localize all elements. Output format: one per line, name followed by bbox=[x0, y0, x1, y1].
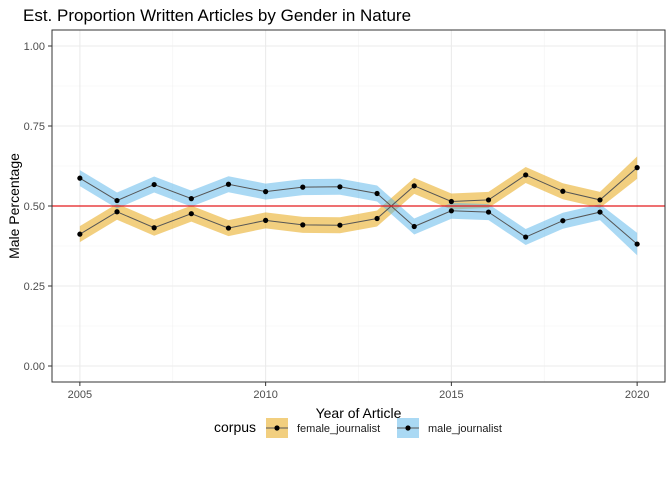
point-female_journalist bbox=[114, 209, 120, 215]
point-female_journalist bbox=[77, 231, 83, 237]
chart-title: Est. Proportion Written Articles by Gend… bbox=[23, 6, 411, 25]
point-female_journalist bbox=[337, 222, 343, 228]
point-female_journalist bbox=[485, 197, 492, 203]
point-female_journalist bbox=[523, 172, 529, 178]
legend-label-female_journalist: female_journalist bbox=[297, 423, 380, 435]
x-tick-label: 2020 bbox=[625, 389, 649, 401]
point-male_journalist bbox=[114, 197, 120, 204]
point-male_journalist bbox=[225, 181, 232, 187]
point-female_journalist bbox=[225, 225, 232, 231]
point-male_journalist bbox=[263, 189, 269, 195]
point-male_journalist bbox=[411, 223, 417, 230]
point-female_journalist bbox=[188, 211, 194, 217]
legend-label-male_journalist: male_journalist bbox=[428, 423, 502, 435]
x-tick-label: 2010 bbox=[253, 389, 277, 401]
point-male_journalist bbox=[485, 209, 492, 215]
point-male_journalist bbox=[77, 175, 83, 181]
y-tick-label: 0.75 bbox=[24, 121, 45, 133]
point-female_journalist bbox=[597, 197, 603, 203]
y-axis-title: Male Percentage bbox=[6, 153, 22, 259]
point-female_journalist bbox=[263, 217, 269, 223]
point-male_journalist bbox=[634, 241, 640, 247]
point-male_journalist bbox=[374, 190, 380, 197]
point-female_journalist bbox=[300, 222, 306, 228]
point-female_journalist bbox=[411, 183, 417, 189]
point-male_journalist bbox=[188, 196, 194, 202]
y-tick-label: 0.50 bbox=[24, 201, 45, 213]
point-male_journalist bbox=[597, 209, 603, 215]
point-female_journalist bbox=[448, 198, 454, 205]
line-male_journalist bbox=[79, 177, 638, 245]
series-points bbox=[77, 165, 640, 247]
y-tick-label: 1.00 bbox=[24, 41, 45, 53]
point-male_journalist bbox=[300, 184, 306, 190]
y-tick-label: 0.00 bbox=[24, 361, 45, 373]
point-female_journalist bbox=[374, 215, 380, 222]
legend-key-point-male_journalist bbox=[405, 425, 411, 431]
point-male_journalist bbox=[151, 181, 157, 188]
series-lines bbox=[79, 167, 638, 245]
point-male_journalist bbox=[523, 234, 529, 240]
legend-key-point-female_journalist bbox=[274, 425, 280, 431]
ribbon-female_journalist bbox=[79, 156, 638, 243]
legend-title: corpus bbox=[214, 419, 256, 435]
x-tick-label: 2005 bbox=[68, 389, 92, 401]
point-male_journalist bbox=[448, 208, 454, 214]
x-axis-title: Year of Article bbox=[316, 405, 402, 421]
point-female_journalist bbox=[634, 165, 640, 171]
y-axis-ticks: 0.00 0.25 0.50 0.75 1.00 bbox=[24, 41, 52, 373]
point-female_journalist bbox=[151, 225, 157, 231]
line-female_journalist bbox=[79, 167, 638, 235]
point-male_journalist bbox=[337, 184, 343, 190]
point-female_journalist bbox=[560, 188, 566, 194]
y-tick-label: 0.25 bbox=[24, 281, 45, 293]
legend: corpus female_journalist male_journalist bbox=[214, 418, 502, 438]
confidence-ribbons bbox=[79, 156, 638, 256]
point-male_journalist bbox=[560, 218, 566, 224]
ribbon-male_journalist bbox=[79, 170, 638, 256]
x-tick-label: 2015 bbox=[439, 389, 463, 401]
x-axis-ticks: 2005 2010 2015 2020 bbox=[68, 382, 649, 401]
